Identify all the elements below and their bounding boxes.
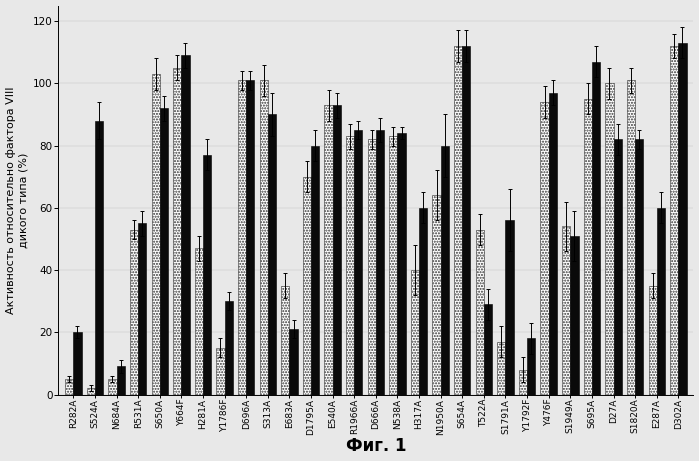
Bar xyxy=(398,133,405,395)
Bar xyxy=(540,102,549,395)
Bar xyxy=(281,286,289,395)
Bar xyxy=(195,248,203,395)
Bar xyxy=(246,80,254,395)
Bar xyxy=(454,46,462,395)
Bar xyxy=(505,220,514,395)
Bar xyxy=(614,139,621,395)
Bar xyxy=(497,342,505,395)
Bar xyxy=(549,93,557,395)
Bar xyxy=(475,230,484,395)
Bar xyxy=(217,348,224,395)
Bar xyxy=(462,46,470,395)
Bar xyxy=(562,226,570,395)
Bar xyxy=(87,388,95,395)
Bar xyxy=(678,43,686,395)
Bar xyxy=(389,136,398,395)
Bar xyxy=(519,370,527,395)
Bar xyxy=(333,105,341,395)
Bar xyxy=(368,139,376,395)
Bar xyxy=(138,224,146,395)
Y-axis label: Активность относительно фактора VIII
дикого типа (%): Активность относительно фактора VIII дик… xyxy=(6,86,29,314)
Bar xyxy=(259,80,268,395)
Bar xyxy=(605,83,614,395)
Bar xyxy=(346,136,354,395)
Bar xyxy=(95,121,103,395)
Bar xyxy=(649,286,657,395)
Bar xyxy=(484,304,492,395)
Bar xyxy=(627,80,635,395)
Bar xyxy=(289,329,298,395)
Bar xyxy=(657,208,665,395)
Bar xyxy=(354,130,363,395)
Bar xyxy=(181,55,189,395)
Bar xyxy=(73,332,82,395)
Bar xyxy=(203,155,211,395)
Bar xyxy=(152,74,160,395)
Bar xyxy=(433,195,440,395)
Bar xyxy=(419,208,427,395)
Bar xyxy=(635,139,643,395)
Bar xyxy=(303,177,311,395)
Bar xyxy=(108,379,117,395)
Bar xyxy=(592,62,600,395)
Bar xyxy=(117,366,125,395)
Bar xyxy=(324,105,333,395)
Bar xyxy=(224,301,233,395)
Bar xyxy=(584,99,592,395)
Bar xyxy=(527,338,535,395)
Bar xyxy=(311,146,319,395)
X-axis label: Фиг. 1: Фиг. 1 xyxy=(345,437,406,455)
Bar xyxy=(570,236,579,395)
Bar xyxy=(670,46,678,395)
Bar xyxy=(376,130,384,395)
Bar xyxy=(268,114,276,395)
Bar xyxy=(440,146,449,395)
Bar xyxy=(130,230,138,395)
Bar xyxy=(160,108,168,395)
Bar xyxy=(238,80,246,395)
Bar xyxy=(411,270,419,395)
Bar xyxy=(173,68,181,395)
Bar xyxy=(65,379,73,395)
